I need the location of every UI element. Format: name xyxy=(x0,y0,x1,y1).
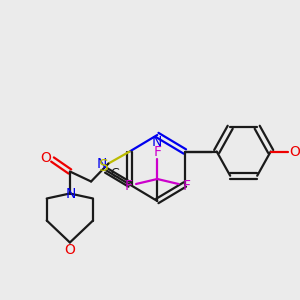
Text: S: S xyxy=(99,159,109,174)
Text: C: C xyxy=(110,167,118,180)
Text: O: O xyxy=(64,244,75,257)
Text: F: F xyxy=(153,145,161,159)
Text: N: N xyxy=(96,158,107,172)
Text: F: F xyxy=(124,179,132,193)
Text: F: F xyxy=(182,179,190,193)
Text: O: O xyxy=(289,145,300,158)
Text: N: N xyxy=(66,188,76,202)
Text: N: N xyxy=(152,135,163,149)
Text: O: O xyxy=(40,151,51,164)
